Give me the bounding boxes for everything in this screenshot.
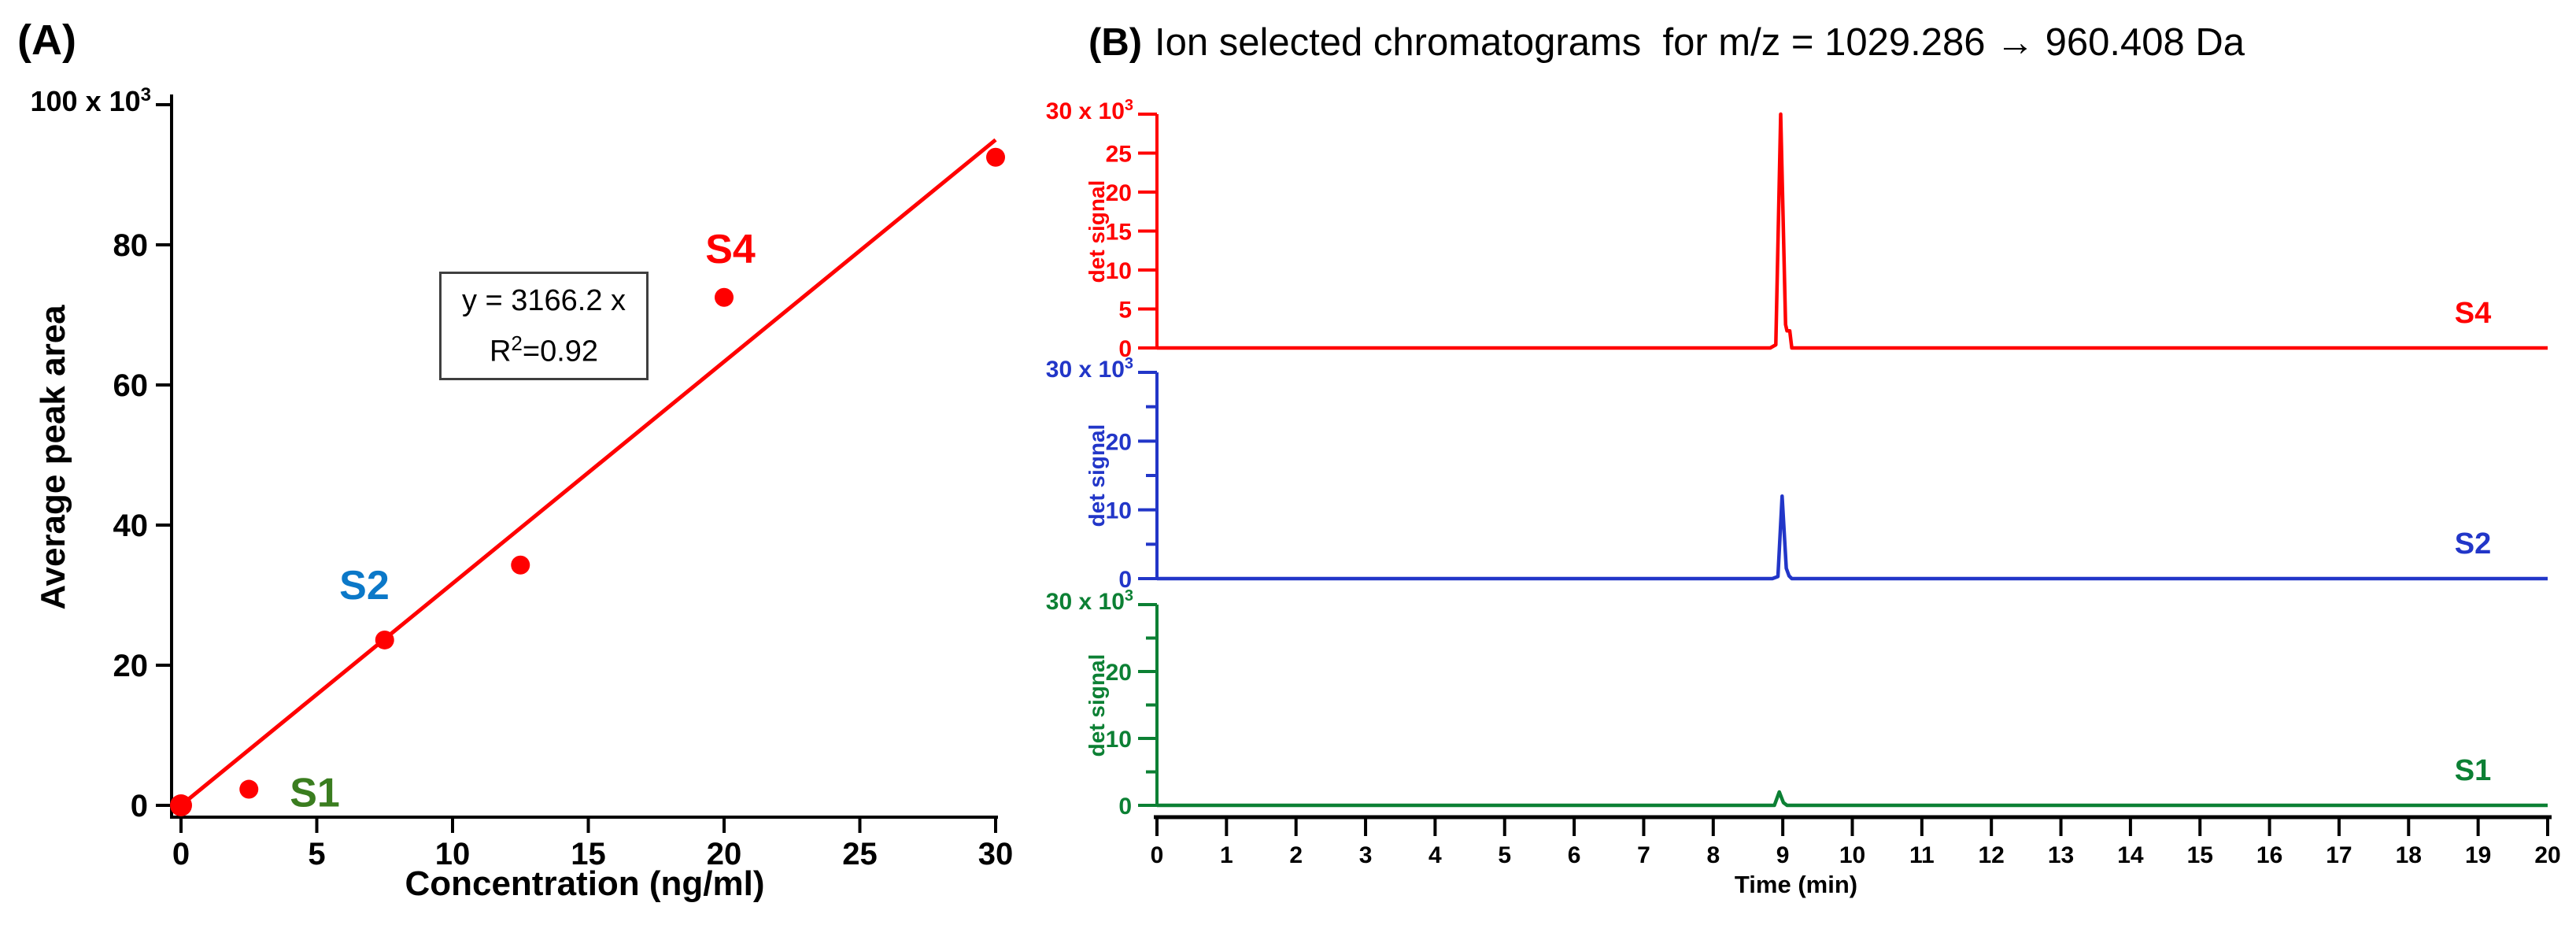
b-x-axis-title: Time (min) xyxy=(1735,871,1857,898)
fit-line xyxy=(179,138,997,807)
panel-a-y-tick-label: 60 xyxy=(113,368,149,403)
panel-b-title: Ion selected chromatograms for m/z = 102… xyxy=(1155,21,2245,64)
fit-r-value: =0.92 xyxy=(522,335,599,368)
fit-equation-box: y = 3166.2 x R2=0.92 xyxy=(439,272,649,380)
b-time-tick-label: 5 xyxy=(1498,842,1511,868)
b-y-tick-label-s2: 0 xyxy=(1118,567,1132,593)
panel-a-y-axis-title: Average peak area xyxy=(34,305,72,610)
b-time-tick-label: 11 xyxy=(1909,842,1935,868)
data-point xyxy=(715,287,734,307)
data-point xyxy=(986,147,1005,167)
panel-a-x-axis-title: Concentration (ng/ml) xyxy=(405,864,765,903)
point-label-s4: S4 xyxy=(705,227,756,272)
b-y-scale-label-s1: 30 x 103 xyxy=(1045,587,1133,615)
b-time-tick-label: 16 xyxy=(2256,842,2282,868)
panel-a-y-tick-label: 40 xyxy=(113,509,149,543)
point-label-s2: S2 xyxy=(339,563,390,609)
panel-a-label: (A) xyxy=(17,17,76,64)
b-y-tick-label-s4: 10 xyxy=(1106,258,1132,284)
b-time-tick-label: 14 xyxy=(2117,842,2144,868)
fit-r-symbol: R xyxy=(489,335,512,368)
b-y-tick-label-s4: 15 xyxy=(1106,220,1132,246)
panel-a-x-tick-label: 25 xyxy=(842,837,878,871)
b-time-tick-label: 12 xyxy=(1979,842,2005,868)
panel-a-axes xyxy=(170,94,998,819)
b-y-axis-title-s2: det signal xyxy=(1085,424,1109,527)
b-time-tick-label: 2 xyxy=(1289,842,1303,868)
b-time-tick-label: 10 xyxy=(1839,842,1865,868)
b-time-tick-label: 19 xyxy=(2465,842,2491,868)
panel-a-y-tick-label: 80 xyxy=(113,228,149,263)
panel-a-y-tick-label: 0 xyxy=(131,789,148,823)
b-y-tick-label-s1: 0 xyxy=(1118,794,1132,820)
b-y-scale-label-s2: 30 x 103 xyxy=(1045,355,1133,383)
b-time-tick-label: 18 xyxy=(2396,842,2422,868)
chromatogram-trace-s1 xyxy=(1157,790,2548,808)
b-y-scale-label-s4: 30 x 103 xyxy=(1045,97,1133,124)
panel-a-x-tick-label: 30 xyxy=(978,837,1014,871)
fit-equation: y = 3166.2 x xyxy=(461,283,626,317)
fit-r-exponent: 2 xyxy=(511,331,523,355)
b-time-tick-label: 8 xyxy=(1706,842,1720,868)
b-y-tick-label-s4: 20 xyxy=(1106,180,1132,206)
panel-a-y-tick-label: 20 xyxy=(113,649,149,683)
trace-label-s4: S4 xyxy=(2455,297,2491,330)
b-y-tick-label-s2: 20 xyxy=(1106,429,1132,455)
b-time-tick-label: 7 xyxy=(1637,842,1650,868)
panel-a-x-tick-label: 10 xyxy=(435,837,471,871)
b-time-tick-label: 3 xyxy=(1359,842,1373,868)
b-y-axis-title-s1: det signal xyxy=(1085,653,1109,757)
b-time-tick-label: 20 xyxy=(2534,842,2560,868)
b-time-tick-label: 13 xyxy=(2048,842,2074,868)
b-time-tick-label: 4 xyxy=(1428,842,1442,868)
chromatogram-trace-s4 xyxy=(1157,112,2548,350)
b-time-tick-label: 6 xyxy=(1568,842,1581,868)
b-y-tick-label-s1: 10 xyxy=(1106,727,1132,753)
b-y-axis-title-s4: det signal xyxy=(1085,179,1109,283)
b-time-tick-label: 9 xyxy=(1776,842,1790,868)
fit-r-squared: R2=0.92 xyxy=(490,322,598,373)
panel-a-x-tick-label: 20 xyxy=(707,837,742,871)
chromatogram-trace-s2 xyxy=(1157,494,2548,581)
b-time-tick-label: 0 xyxy=(1151,842,1164,868)
panel-a-y-scale-exponent: 3 xyxy=(140,84,151,105)
panel-a-y-scale-base: 100 x 10 xyxy=(30,85,141,117)
b-time-tick-label: 15 xyxy=(2187,842,2213,868)
b-y-tick-label-s4: 5 xyxy=(1118,298,1132,324)
b-y-tick-label-s4: 0 xyxy=(1118,336,1132,362)
data-point xyxy=(239,779,259,799)
panel-a-x-tick-label: 5 xyxy=(308,837,325,871)
data-point xyxy=(170,794,192,816)
trace-label-s2: S2 xyxy=(2455,527,2491,561)
b-time-tick-label: 1 xyxy=(1220,842,1233,868)
trace-label-s1: S1 xyxy=(2455,754,2491,787)
b-y-tick-label-s4: 25 xyxy=(1106,142,1132,168)
b-y-tick-label-s1: 20 xyxy=(1106,660,1132,686)
panel-a-x-tick-label: 15 xyxy=(571,837,606,871)
panel-a-y-scale-label: 100 x 103 xyxy=(0,84,152,118)
b-time-tick-label: 17 xyxy=(2326,842,2352,868)
b-y-tick-label-s2: 10 xyxy=(1106,498,1132,524)
panel-b-title-row: (B) Ion selected chromatograms for m/z =… xyxy=(1088,20,2245,65)
data-point xyxy=(511,555,530,575)
data-point xyxy=(375,630,394,649)
panel-b-label: (B) xyxy=(1088,21,1143,64)
panel-a-x-tick-label: 0 xyxy=(172,837,190,871)
point-label-s1: S1 xyxy=(290,771,340,816)
